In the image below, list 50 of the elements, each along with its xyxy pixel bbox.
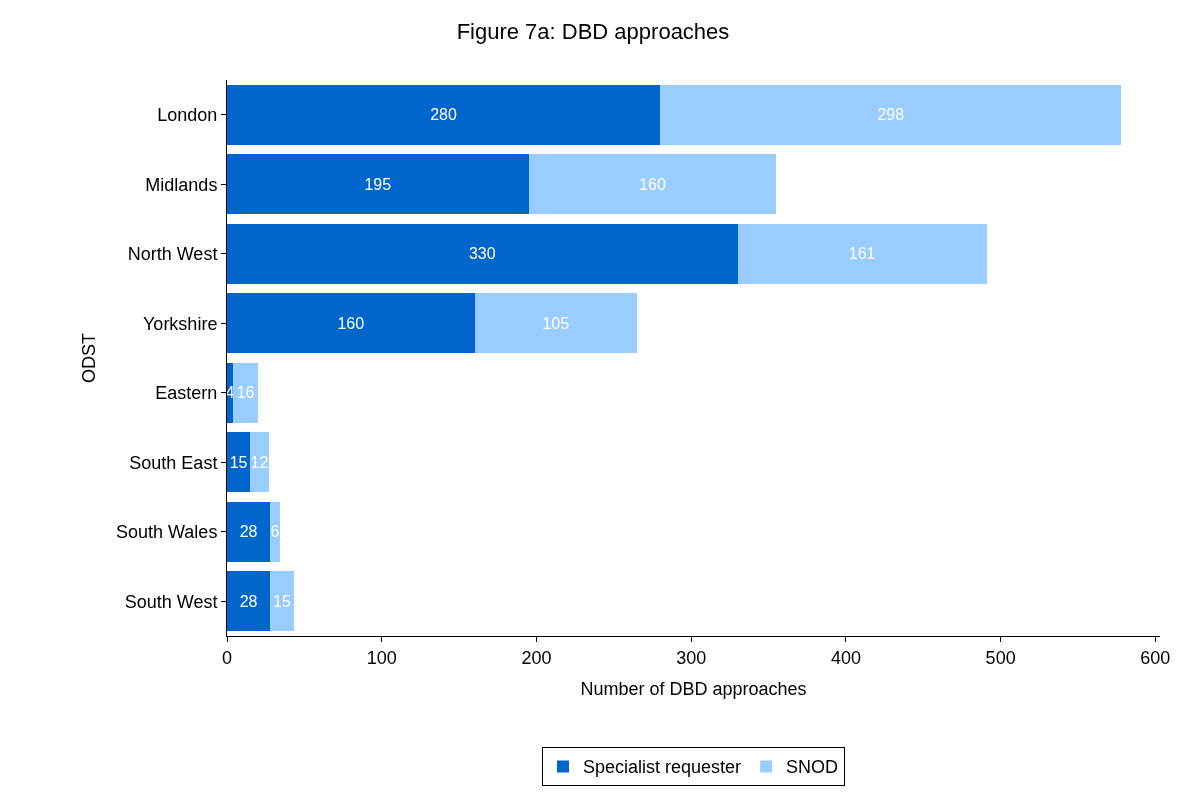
bar — [227, 501, 271, 562]
y-tick-label: London — [157, 105, 218, 126]
y-tick-label: Midlands — [145, 174, 218, 195]
y-tick-label: Yorkshire — [143, 313, 218, 334]
data-label: 160 — [337, 314, 365, 332]
x-axis-title: Number of DBD approaches — [580, 678, 807, 699]
bar — [227, 84, 661, 145]
y-tick-label: South East — [129, 452, 218, 473]
data-label: 160 — [639, 175, 666, 193]
x-tick-label: 0 — [221, 647, 233, 668]
bar — [270, 501, 280, 562]
bar — [233, 362, 258, 423]
legend-label: SNOD — [786, 757, 839, 778]
y-tick-label: Eastern — [155, 383, 218, 404]
data-label: 298 — [877, 106, 905, 124]
y-tick-label: North West — [127, 244, 218, 265]
data-label: 280 — [430, 106, 458, 124]
data-label: 12 — [250, 453, 269, 471]
data-label: 16 — [236, 384, 255, 402]
chart-title: Figure 7a: DBD approaches — [456, 19, 730, 45]
x-tick-label: 300 — [676, 647, 707, 668]
x-tick-label: 500 — [985, 647, 1016, 668]
data-label: 28 — [239, 523, 258, 541]
data-label: 6 — [270, 523, 280, 541]
y-axis-title: ODST — [79, 332, 100, 384]
data-label: 195 — [364, 175, 392, 193]
x-tick-label: 100 — [366, 647, 397, 668]
data-label: 105 — [542, 314, 570, 332]
bar — [227, 571, 271, 632]
bar — [737, 223, 987, 284]
bar — [227, 223, 738, 284]
x-tick-label: 600 — [1140, 647, 1171, 668]
x-tick-label: 200 — [521, 647, 552, 668]
data-label: 330 — [468, 245, 496, 263]
bar — [528, 154, 777, 215]
data-label: 161 — [848, 245, 876, 263]
bar — [227, 432, 251, 493]
bar — [660, 84, 1122, 145]
bar — [227, 293, 475, 354]
x-tick-label: 400 — [830, 647, 861, 668]
data-label: 15 — [272, 592, 291, 610]
bar — [227, 154, 529, 215]
bar — [270, 571, 294, 632]
bar — [474, 293, 638, 354]
y-tick-label: South Wales — [116, 522, 218, 543]
data-label: 28 — [239, 592, 258, 610]
data-label: 15 — [229, 453, 248, 471]
legend-label: Specialist requester — [583, 757, 742, 778]
bar — [250, 432, 269, 493]
y-tick-label: South West — [124, 591, 218, 612]
